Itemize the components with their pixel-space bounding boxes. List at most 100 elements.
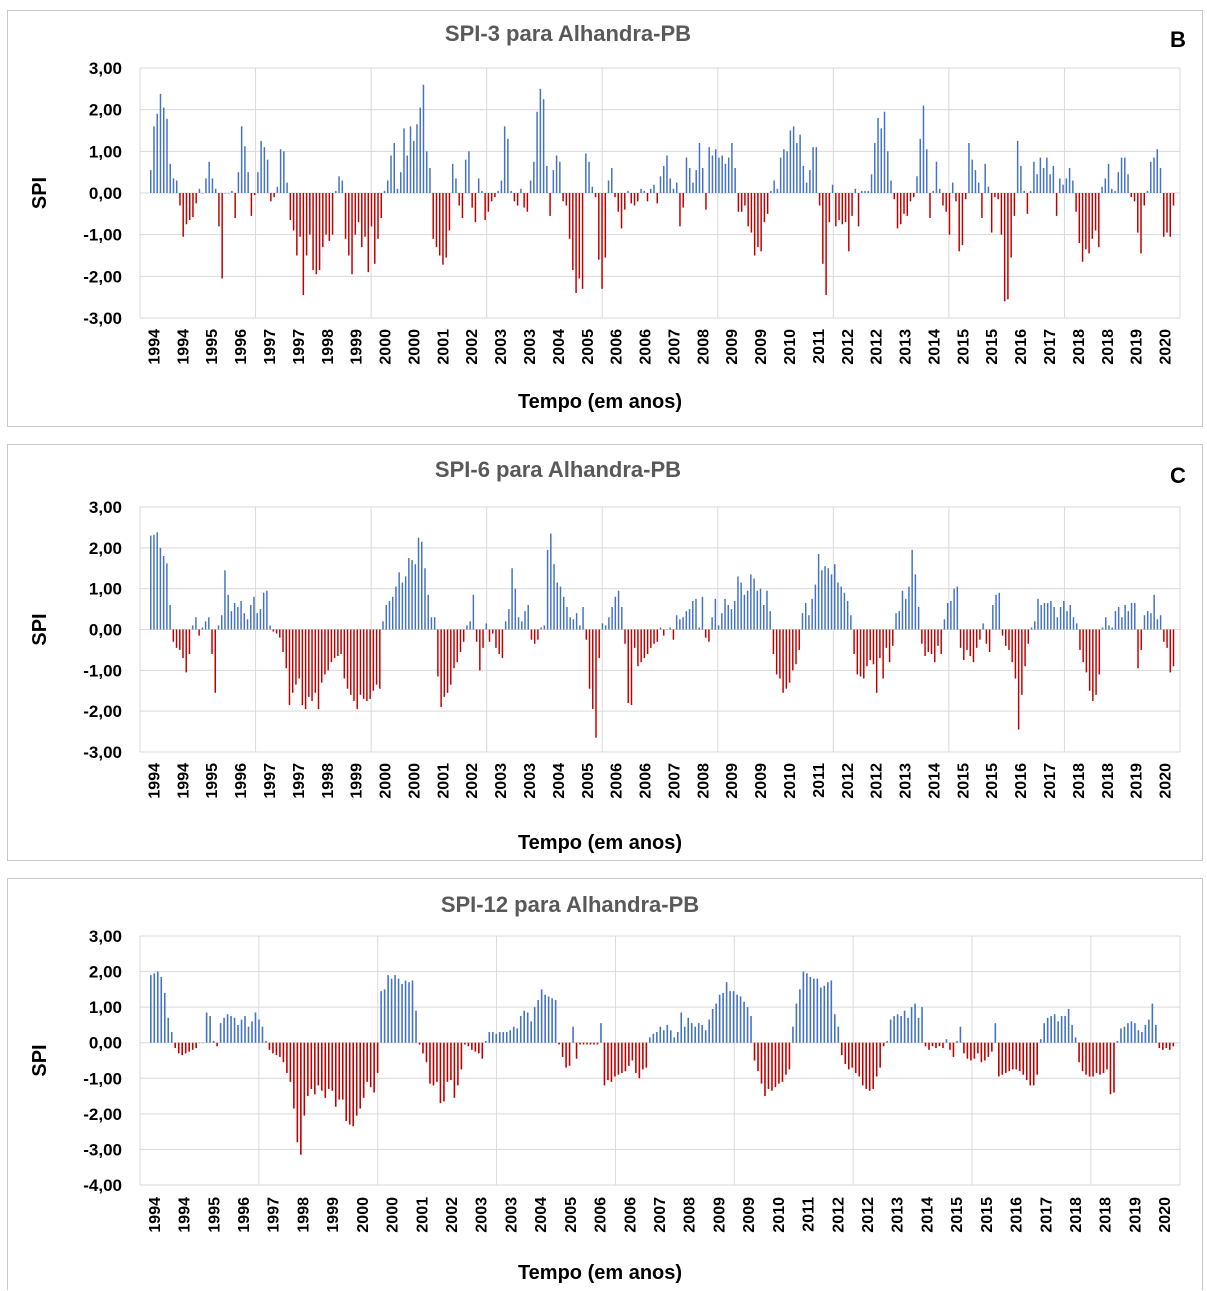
spi-bar <box>427 594 429 630</box>
spi-bar <box>698 143 701 193</box>
spi-bar <box>1049 174 1051 193</box>
spi-bar <box>721 155 723 193</box>
spi-bar <box>1015 1042 1018 1070</box>
spi-bar <box>796 143 798 193</box>
spi-bar <box>517 617 520 630</box>
spi-bar <box>221 193 223 279</box>
spi-bar <box>804 602 807 630</box>
x-tick-label: 1997 <box>266 1197 283 1233</box>
spi-bar <box>324 629 326 675</box>
spi-bar <box>759 588 762 630</box>
spi-bar <box>422 1042 424 1054</box>
spi-bar <box>1148 1019 1150 1043</box>
spi-bar <box>1068 168 1071 193</box>
spi-bar <box>304 629 307 710</box>
spi-bar <box>343 629 346 679</box>
spi-bar <box>172 178 175 193</box>
spi-bar <box>1107 163 1110 193</box>
spi-bar <box>394 975 396 1043</box>
spi-bar <box>393 143 395 193</box>
spi-bar <box>552 170 555 193</box>
spi-bar <box>387 180 389 193</box>
spi-bar <box>950 600 952 630</box>
spi-bar <box>521 621 523 630</box>
spi-bar <box>1133 193 1136 202</box>
spi-bar <box>864 190 866 193</box>
spi-bar <box>737 576 739 630</box>
spi-bar <box>646 629 649 654</box>
spi-bar <box>579 1042 581 1045</box>
spi-bar <box>821 570 823 630</box>
x-tick-label: 2019 <box>1129 763 1146 799</box>
spi-bar <box>1075 193 1077 212</box>
spi-bar <box>546 549 549 630</box>
spi-bar <box>1011 1042 1014 1070</box>
spi-bar <box>575 193 577 293</box>
spi-bar <box>637 629 639 667</box>
spi-bar <box>1052 165 1055 193</box>
spi-bar <box>779 157 782 193</box>
spi-bar <box>750 574 752 630</box>
spi-bar <box>338 1042 341 1100</box>
spi3-chart: 3,00 2,00 1,00 0,00 -1,00 -2,00 -3,00 1994 1994 1… <box>29 21 1186 413</box>
spi-bar <box>715 1003 717 1043</box>
spi-bar <box>607 1042 609 1081</box>
spi-bar <box>253 596 255 630</box>
spi-bar <box>1033 161 1035 193</box>
spi-bar <box>523 193 525 208</box>
spi-bar <box>690 1023 693 1043</box>
spi-bar <box>968 143 970 193</box>
x-tick-label: 2008 <box>695 329 712 365</box>
y-tick-label: -1,00 <box>83 226 122 245</box>
spi-bar <box>1039 1039 1042 1043</box>
spi-bar <box>914 574 917 630</box>
x-tick-label: 2000 <box>406 329 423 365</box>
spi-bar <box>795 1003 798 1043</box>
spi-bar <box>270 193 272 202</box>
spi-bar <box>1153 157 1155 193</box>
spi-bar <box>539 88 542 193</box>
spi-bar <box>439 1042 442 1104</box>
spi-bar <box>767 1042 770 1089</box>
spi-bar <box>964 193 967 200</box>
spi-bar <box>750 193 753 233</box>
spi-bar <box>624 1042 627 1072</box>
x-tick-label: 2016 <box>1013 763 1030 799</box>
spi-bar <box>421 541 423 630</box>
y-tick-label: 0,00 <box>89 184 122 203</box>
spi-bar <box>928 1042 930 1050</box>
spi-bar <box>1098 193 1100 248</box>
spi-bar <box>932 190 934 193</box>
spi-bar <box>443 629 446 697</box>
spi-bar <box>540 627 542 630</box>
x-tick-label: 2007 <box>666 329 683 365</box>
spi-bar <box>802 971 805 1043</box>
spi-bar <box>1098 629 1101 675</box>
spi-bar <box>568 193 571 239</box>
spi-bar <box>352 1042 354 1127</box>
spi-bar <box>331 193 334 235</box>
spi-bar <box>296 1042 299 1143</box>
x-tick-label: 1997 <box>291 329 308 365</box>
spi-bar <box>995 594 997 630</box>
spi-bar <box>643 629 646 659</box>
spi-bar <box>478 1042 480 1054</box>
spi-bar <box>783 149 785 193</box>
spi-bar <box>669 1030 672 1043</box>
spi-bar <box>227 594 229 630</box>
x-tick-label: 2008 <box>682 1197 699 1233</box>
spi-bar <box>561 1042 564 1057</box>
spi-bar <box>679 619 681 630</box>
spi-bar <box>1166 629 1168 648</box>
spi-bar <box>430 617 433 630</box>
spi-bar <box>1075 623 1078 630</box>
spi-bar <box>669 178 671 193</box>
x-tick-label: 2015 <box>955 763 972 799</box>
spi-bar <box>1134 1023 1136 1043</box>
spi-bar <box>442 193 444 265</box>
spi-bar <box>355 1042 358 1116</box>
x-tick-label: 2015 <box>979 1197 996 1233</box>
spi-bar <box>459 629 462 652</box>
spi-bar <box>1036 1042 1038 1075</box>
spi-bar <box>256 613 258 630</box>
